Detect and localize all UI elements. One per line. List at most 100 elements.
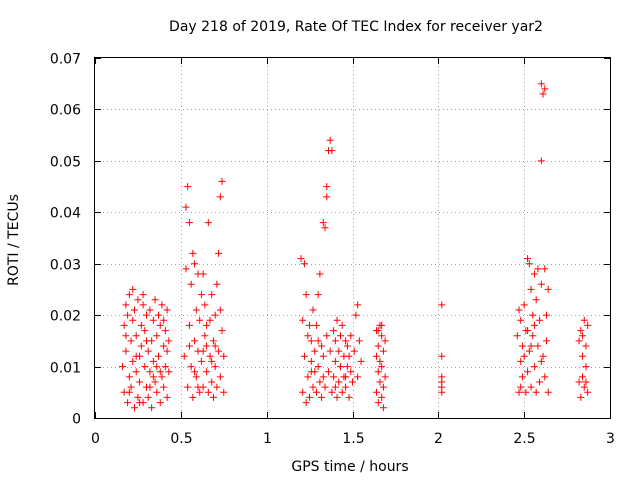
- data-point: [527, 383, 535, 391]
- data-point: [215, 347, 223, 355]
- data-point: [192, 373, 200, 381]
- data-point: [342, 373, 350, 381]
- data-point: [139, 291, 147, 299]
- grid-lines: [95, 58, 610, 418]
- data-point: [146, 383, 154, 391]
- data-point: [336, 332, 344, 340]
- data-point: [156, 399, 164, 407]
- data-point: [137, 342, 145, 350]
- data-point: [199, 347, 207, 355]
- data-point: [355, 337, 363, 345]
- data-point: [299, 316, 307, 324]
- data-point: [513, 332, 521, 340]
- data-point: [153, 363, 161, 371]
- data-point: [194, 383, 202, 391]
- data-point: [345, 393, 353, 401]
- data-point: [124, 311, 132, 319]
- data-point: [324, 368, 332, 376]
- data-point: [321, 224, 329, 232]
- data-point: [309, 306, 317, 314]
- data-points: [118, 80, 592, 412]
- data-point: [319, 219, 327, 227]
- data-point: [220, 352, 228, 360]
- data-point: [151, 296, 159, 304]
- data-point: [187, 363, 195, 371]
- data-point: [342, 383, 350, 391]
- data-point: [307, 337, 315, 345]
- data-point: [323, 332, 331, 340]
- plot-frame: [94, 57, 611, 419]
- data-point: [143, 337, 150, 345]
- data-point: [148, 404, 156, 412]
- data-point: [579, 332, 587, 340]
- y-tick-label: 0.03: [50, 258, 81, 274]
- data-point: [335, 378, 343, 386]
- data-point: [376, 357, 384, 365]
- data-point: [518, 373, 526, 381]
- data-point: [318, 393, 326, 401]
- data-point: [539, 352, 547, 360]
- data-point: [542, 311, 550, 319]
- data-point: [343, 342, 351, 350]
- data-point: [328, 147, 336, 155]
- data-point: [378, 363, 386, 371]
- data-point: [191, 260, 199, 268]
- data-point: [216, 306, 224, 314]
- data-point: [374, 399, 382, 407]
- data-point: [323, 183, 331, 191]
- data-point: [318, 342, 326, 350]
- data-point: [134, 296, 142, 304]
- data-point: [304, 373, 312, 381]
- data-point: [139, 301, 147, 309]
- chart-title: Day 218 of 2019, Rate Of TEC Index for r…: [169, 19, 543, 35]
- x-tick-label: 1: [263, 431, 272, 447]
- data-point: [330, 373, 338, 381]
- data-point: [520, 352, 528, 360]
- x-tick-label: 2.5: [513, 431, 535, 447]
- data-point: [374, 342, 382, 350]
- data-point: [127, 383, 135, 391]
- data-point: [218, 327, 226, 335]
- data-point: [379, 383, 387, 391]
- data-point: [185, 219, 193, 227]
- data-point: [203, 321, 211, 329]
- data-point: [373, 388, 381, 396]
- data-point: [518, 342, 526, 350]
- y-axis-label: ROTI / TECUs: [6, 194, 22, 286]
- data-point: [530, 270, 538, 278]
- data-point: [328, 388, 336, 396]
- data-point: [541, 85, 549, 93]
- data-point: [575, 378, 583, 386]
- data-point: [215, 249, 223, 257]
- data-point: [208, 378, 216, 386]
- x-tick-label: 1.5: [342, 431, 364, 447]
- data-point: [160, 342, 168, 350]
- data-point: [520, 301, 528, 309]
- data-point: [354, 373, 362, 381]
- data-point: [319, 373, 327, 381]
- data-point: [120, 321, 128, 329]
- data-point: [582, 342, 590, 350]
- data-point: [203, 368, 211, 376]
- data-point: [185, 342, 193, 350]
- data-point: [374, 368, 382, 376]
- data-point: [149, 357, 157, 365]
- data-point: [579, 373, 587, 381]
- data-point: [379, 347, 387, 355]
- data-point: [541, 373, 549, 381]
- data-point: [153, 388, 161, 396]
- data-point: [130, 404, 138, 412]
- data-point: [378, 393, 386, 401]
- data-point: [537, 357, 545, 365]
- data-point: [189, 393, 197, 401]
- data-point: [342, 337, 350, 345]
- data-point: [199, 270, 207, 278]
- data-point: [515, 306, 523, 314]
- data-point: [330, 327, 338, 335]
- y-tick-label: 0.07: [50, 52, 81, 68]
- data-point: [165, 337, 173, 345]
- data-point: [331, 337, 339, 345]
- x-tick-labels: 0 0.5 1 1.5 2 2.5 3: [91, 431, 615, 447]
- data-point: [187, 280, 195, 288]
- data-point: [129, 357, 137, 365]
